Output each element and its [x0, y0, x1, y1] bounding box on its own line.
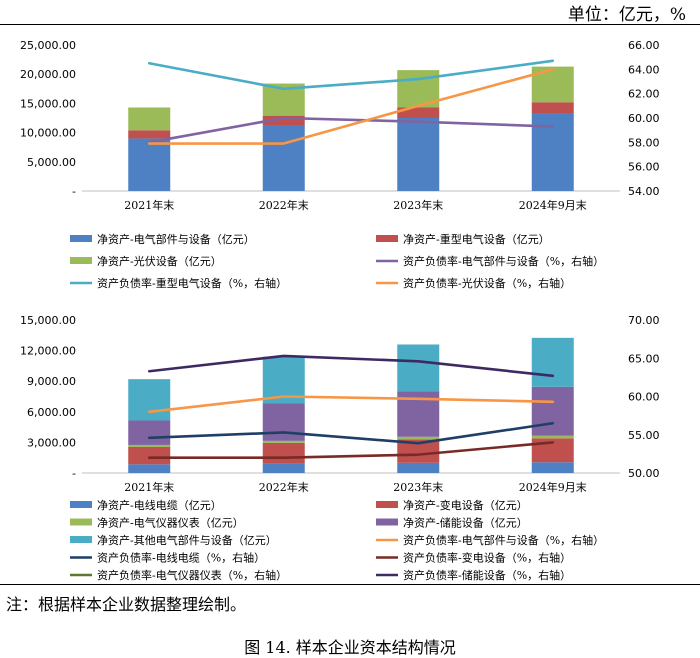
- legend-label-2: 净资产-电气仪器仪表（亿元）: [97, 516, 244, 530]
- legend-swatch-1: [376, 235, 398, 242]
- bar-s4-c0: [128, 379, 171, 421]
- bar-s2-c2: [397, 436, 440, 440]
- y2-tick-3: 65.00: [628, 352, 660, 365]
- y2-tick-0: 50.00: [628, 467, 660, 480]
- bar-s3-c3: [531, 386, 574, 436]
- y2-tick-2: 60.00: [628, 391, 660, 404]
- legend-label-6: 资产负债率-电线电缆（%，右轴）: [97, 551, 265, 565]
- bar-s0-c0: [128, 464, 171, 473]
- y2-tick-1: 55.00: [628, 429, 660, 442]
- legend-label-0: 净资产-电气部件与设备（亿元）: [97, 232, 255, 246]
- bar-s4-c3: [531, 337, 574, 387]
- legend-label-9: 资产负债率-储能设备（%，右轴）: [403, 568, 571, 582]
- x-tick-0: 2021年末: [124, 198, 174, 212]
- x-tick-3: 2024年9月末: [519, 480, 587, 494]
- legend-label-7: 资产负债率-变电设备（%，右轴）: [403, 551, 571, 565]
- y-tick-3: 9,000.00: [27, 375, 76, 388]
- y-tick-0: -: [72, 185, 76, 198]
- y2-tick-5: 64.00: [628, 63, 660, 76]
- y-tick-2: 6,000.00: [27, 406, 76, 419]
- line-series-5: [147, 68, 555, 145]
- bar-s2-c1: [262, 440, 305, 443]
- legend-label-0: 净资产-电线电缆（亿元）: [97, 498, 222, 512]
- chart-capital-structure-electrical: - 5,000.00 10,000.00 15,000.00 20,000.00 25,0…: [20, 39, 660, 290]
- bar-s3-c0: [128, 420, 171, 445]
- x-tick-2: 2023年末: [393, 198, 443, 212]
- x-tick-1: 2022年末: [259, 480, 309, 494]
- bar-s3-c1: [262, 403, 305, 441]
- legend-swatch-0: [70, 501, 92, 508]
- source-note: 注：根据样本企业数据整理绘制。: [6, 595, 247, 614]
- x-tick-3: 2024年9月末: [519, 198, 587, 212]
- x-tick-2: 2023年末: [393, 480, 443, 494]
- bar-s0-c0: [128, 138, 171, 191]
- bar-s1-c0: [128, 446, 171, 465]
- legend-label-4: 净资产-其他电气部件与设备（亿元）: [97, 533, 277, 547]
- figure-caption: 图 14. 样本企业资本结构情况: [244, 638, 456, 657]
- bar-s0-c3: [531, 462, 574, 473]
- bar-s2-c3: [531, 435, 574, 439]
- legend-swatch-0: [70, 235, 92, 242]
- bottom-separator: [0, 584, 700, 585]
- y2-tick-0: 54.00: [628, 185, 660, 198]
- line-series-5: [147, 395, 555, 414]
- y2-tick-2: 58.00: [628, 136, 660, 149]
- bar-s2-c0: [128, 444, 171, 447]
- y2-tick-1: 56.00: [628, 161, 660, 174]
- legend-label-2: 净资产-光伏设备（亿元）: [97, 254, 222, 268]
- bar-s2-c3: [531, 66, 574, 103]
- legend-swatch-2: [70, 518, 92, 526]
- y-tick-4: 12,000.00: [20, 345, 76, 358]
- chart-capital-structure-grid-equipment: - 3,000.00 6,000.00 9,000.00 12,000.00 15,000…: [20, 314, 660, 582]
- bar-s1-c3: [531, 102, 574, 114]
- legend-swatch-4: [70, 536, 92, 543]
- y2-tick-3: 60.00: [628, 112, 660, 125]
- unit-label: 单位：亿元，%: [567, 5, 686, 25]
- legend-label-5: 资产负债率-光伏设备（%，右轴）: [403, 276, 571, 290]
- x-tick-1: 2022年末: [259, 198, 309, 212]
- y-tick-1: 5,000.00: [27, 156, 76, 169]
- legend-label-5: 资产负债率-电气部件与设备（%，右轴）: [403, 533, 604, 547]
- legend-label-1: 净资产-重型电气设备（亿元）: [403, 232, 550, 246]
- y2-tick-6: 66.00: [628, 39, 660, 52]
- legend-swatch-3: [376, 518, 398, 526]
- line-series-9: [147, 354, 555, 378]
- legend-swatch-1: [376, 501, 398, 508]
- bar-s1-c2: [397, 107, 440, 118]
- y2-tick-4: 62.00: [628, 88, 660, 101]
- legend-label-4: 资产负债率-重型电气设备（%，右轴）: [97, 276, 287, 290]
- y-tick-1: 3,000.00: [27, 436, 76, 449]
- y-tick-3: 15,000.00: [20, 97, 76, 110]
- bar-s0-c1: [262, 463, 305, 473]
- legend-label-8: 资产负债率-电气仪器仪表（%，右轴）: [97, 568, 287, 582]
- legend-label-3: 资产负债率-电气部件与设备（%，右轴）: [403, 254, 604, 268]
- x-tick-0: 2021年末: [124, 480, 174, 494]
- y-tick-5: 25,000.00: [20, 39, 76, 52]
- line-series-6: [147, 421, 555, 445]
- bar-s0-c2: [397, 118, 440, 191]
- bar-s2-c0: [128, 107, 171, 131]
- bar-s1-c0: [128, 130, 171, 139]
- top-separator: [0, 24, 700, 25]
- y-tick-2: 10,000.00: [20, 127, 76, 140]
- y2-tick-4: 70.00: [628, 314, 660, 327]
- legend-label-1: 净资产-变电设备（亿元）: [403, 498, 528, 512]
- bar-s1-c1: [262, 442, 305, 464]
- y-tick-0: -: [72, 467, 76, 480]
- bar-s0-c2: [397, 462, 440, 473]
- y-tick-4: 20,000.00: [20, 68, 76, 81]
- line-series-3: [147, 116, 555, 144]
- line-series-4: [147, 59, 555, 91]
- y-tick-5: 15,000.00: [20, 314, 76, 327]
- bar-s4-c2: [397, 344, 440, 392]
- line-series-7: [147, 441, 555, 459]
- legend-swatch-2: [70, 257, 92, 264]
- bar-s0-c1: [262, 125, 305, 191]
- bar-s1-c2: [397, 439, 440, 463]
- legend-label-3: 净资产-储能设备（亿元）: [403, 516, 528, 530]
- bar-s1-c1: [262, 115, 305, 126]
